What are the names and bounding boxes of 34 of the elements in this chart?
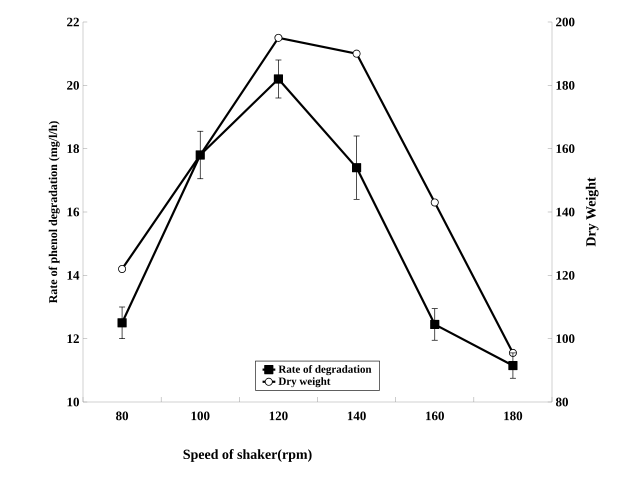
y-tick-label: 10 xyxy=(68,398,79,406)
point xyxy=(118,265,126,273)
y2-tick-label: 120 xyxy=(556,270,574,280)
y2-axis-title: Dry Weight xyxy=(586,177,599,246)
point xyxy=(274,34,282,42)
point xyxy=(118,318,127,328)
y-tick-label: 16 xyxy=(68,208,80,216)
y2-tick-label: 180 xyxy=(556,80,574,90)
point xyxy=(352,50,361,58)
y2-tick-label: 200 xyxy=(556,18,574,26)
y2-tick-label: 140 xyxy=(556,208,574,216)
y-axis-title: Rate of phenol degradation (mg/l/h) xyxy=(48,121,60,304)
x-tick-label: 180 xyxy=(504,412,522,420)
y-tick-label: 20 xyxy=(67,80,79,90)
y-tick-label: 18 xyxy=(68,144,80,154)
point xyxy=(352,163,362,172)
x-tick-label: 160 xyxy=(426,412,444,420)
point xyxy=(430,320,440,329)
y2-tick-label: 100 xyxy=(556,334,574,344)
x-axis-title: Speed of shaker(rpm) xyxy=(184,449,312,462)
y-tick-label: 22 xyxy=(67,18,79,26)
point xyxy=(508,361,518,370)
x-tick-label: 80 xyxy=(116,412,128,420)
legend-label: Rate of degradation xyxy=(278,365,372,376)
point xyxy=(430,198,439,206)
x-tick-label: 140 xyxy=(348,412,366,420)
x-tick-label: 120 xyxy=(270,412,288,420)
y-tick-label: 12 xyxy=(68,334,79,343)
point xyxy=(274,74,283,84)
x-tick-label: 100 xyxy=(192,412,210,420)
y2-tick-label: 160 xyxy=(556,144,574,154)
y2-tick-label: 80 xyxy=(556,398,568,406)
y-tick-label: 14 xyxy=(68,271,80,280)
legend-label: Dry weight xyxy=(278,377,330,388)
